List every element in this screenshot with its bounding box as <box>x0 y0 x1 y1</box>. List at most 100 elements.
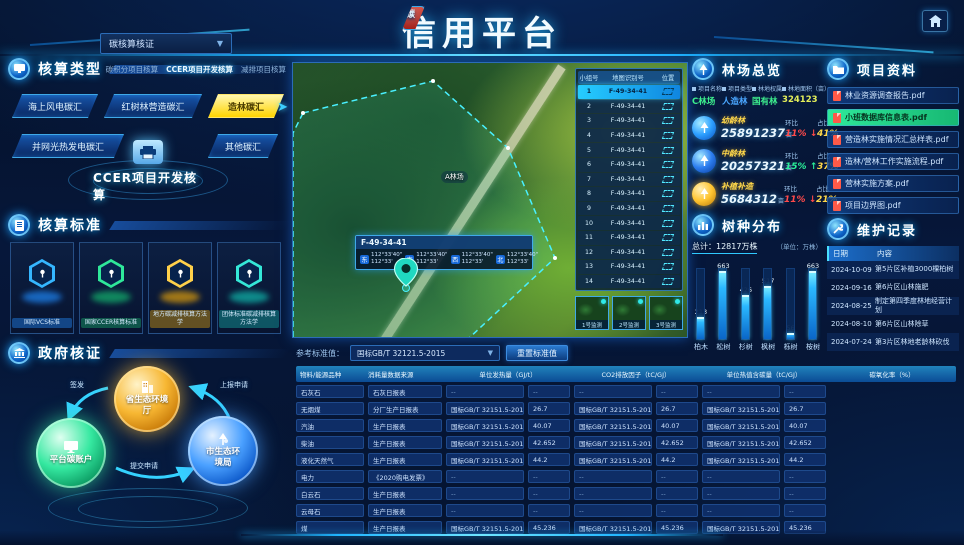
monitor-thumbnail[interactable]: 3号监测 <box>649 296 683 330</box>
plot-table-row[interactable]: 6 F-49-34-41 <box>578 157 680 172</box>
data-source: 生产日报表 <box>368 436 442 449</box>
plot-table-row[interactable]: 8 F-49-34-41 <box>578 187 680 201</box>
standard-select[interactable]: -- <box>446 504 524 517</box>
standard-select[interactable]: -- <box>446 385 524 398</box>
carbon-type-chip[interactable]: 海上风电碳汇 <box>12 94 98 118</box>
plot-location <box>656 263 680 271</box>
standard-select[interactable]: -- <box>574 504 652 517</box>
maintenance-row[interactable]: 2024-08-10 第6片区山林除草 <box>827 315 959 333</box>
reset-standard-button[interactable]: 重置标准值 <box>506 345 568 361</box>
standard-select[interactable]: 国标GB/T 32151.5-2015... <box>574 419 652 432</box>
standard-card[interactable]: 国际VCS标准 <box>10 242 74 334</box>
species-bar-track <box>763 268 773 340</box>
plot-table-row[interactable]: 1 F-49-34-41 <box>578 85 680 99</box>
carbon-type-chip[interactable]: 红树林营造碳汇 <box>104 94 202 118</box>
plot-table-row[interactable]: 11 F-49-34-41 <box>578 230 680 245</box>
standard-select[interactable]: 国标GB/T 32151.5-2015... <box>574 402 652 415</box>
node-city-env-bureau[interactable]: 市生态环境局 <box>188 416 258 486</box>
standard-select[interactable]: -- <box>574 385 652 398</box>
carbon-type-chip[interactable]: 其他碳汇 <box>208 134 278 158</box>
coord-item: 东 112°33'40" 112°33' <box>360 252 402 266</box>
col-oxidation-rate: 碳氧化率（%） <box>869 371 915 379</box>
plot-table-header: 小组号 地图识别号 位置 <box>578 71 680 84</box>
standard-card[interactable]: 团体标准碳减排核算方法学 <box>217 242 281 334</box>
standard-select[interactable]: 国标GB/T 32151.5-2015... <box>702 419 780 432</box>
document-item[interactable]: 项目边界图.pdf <box>827 197 959 214</box>
standard-select[interactable]: -- <box>702 385 780 398</box>
standard-select[interactable]: -- <box>702 504 780 517</box>
document-item[interactable]: 造林/营林工作实施流程.pdf <box>827 153 959 170</box>
node-province-env-dept[interactable]: 省生态环境厅 <box>114 366 180 432</box>
plot-location <box>656 161 680 169</box>
standard-select[interactable]: -- <box>446 470 524 483</box>
header: 碳信用平台 碳核算核证 ▼ <box>0 0 964 56</box>
bank-icon <box>8 342 30 364</box>
document-item[interactable]: 小班数据库信息表.pdf <box>827 109 959 126</box>
overview-rows: 幼龄林 25891237亩 环比 11% ↓ 占比 41% 中龄林 202573 <box>692 115 839 206</box>
standard-select[interactable]: 国标GB/T 32151.5-2015... <box>574 436 652 449</box>
document-item[interactable]: 林业资源调查报告.pdf <box>827 87 959 104</box>
plot-table-row[interactable]: 14 F-49-34-41 <box>578 274 680 289</box>
plot-table-row[interactable]: 5 F-49-34-41 <box>578 143 680 157</box>
standard-select[interactable]: -- <box>574 487 652 500</box>
panel-documents: 项目资料 林业资源调查报告.pdf 小班数据库信息表.pdf 营造林实施情况汇总… <box>827 56 959 214</box>
carbon-type-chip[interactable]: 造林碳汇 <box>208 94 284 118</box>
plot-table-row[interactable]: 12 F-49-34-41 <box>578 245 680 260</box>
carbon-type-chip[interactable]: 并网光热发电碳汇 <box>12 134 124 158</box>
arrow-label-report: 上报申请 <box>220 381 248 389</box>
standard-select[interactable]: 国标GB/T 32151.5-2015... <box>702 402 780 415</box>
maintenance-row[interactable]: 2024-10-09 第5片区补植3000棵柏树 <box>827 261 959 279</box>
standard-value: 26.7 <box>784 402 826 415</box>
plot-no: 2 <box>586 102 591 110</box>
standard-select[interactable]: 国标GB/T 32151.5-2015... <box>702 453 780 466</box>
standard-card[interactable]: 国家CCER核算标准 <box>79 242 143 334</box>
home-button[interactable] <box>922 10 948 32</box>
maintenance-date: 2024-07-24 <box>831 338 872 347</box>
monitor-thumbnail[interactable]: 2号监测 <box>612 296 646 330</box>
plot-table-row[interactable]: 4 F-49-34-41 <box>578 128 680 143</box>
map-view[interactable]: A林场 F-49-34-41 东 112°33'40"112°33' 南 112… <box>292 62 688 338</box>
standard-select[interactable]: 国标GB/T 32151.5-2015... <box>446 402 524 415</box>
standard-select[interactable]: 国标GB/T 32151.5-2015... <box>574 453 652 466</box>
printer-icon <box>133 140 163 164</box>
plot-table-row[interactable]: 2 F-49-34-41 <box>578 99 680 114</box>
thumbnail-label: 1号监测 <box>576 320 608 329</box>
plot-table-row[interactable]: 9 F-49-34-41 <box>578 201 680 216</box>
location-pin-icon[interactable] <box>393 258 419 292</box>
maintenance-rows: 2024-10-09 第5片区补植3000棵柏树 2024-09-16 第6片区… <box>827 261 959 352</box>
maintenance-row[interactable]: 2024-07-24 第3片区林地老龄林砍伐 <box>827 333 959 352</box>
accounting-type-link[interactable]: CCER项目开发核算 <box>166 65 233 74</box>
plot-table-row[interactable]: 7 F-49-34-41 <box>578 172 680 187</box>
footer-decoration <box>0 531 964 545</box>
standard-select[interactable]: 国标GB/T 32151.5-2015... <box>446 453 524 466</box>
plot-table-row[interactable]: 13 F-49-34-41 <box>578 260 680 274</box>
accounting-type-link[interactable]: 碳积分项目核算 <box>105 65 159 74</box>
ref-standard-select[interactable]: 国标GB/T 32121.5-2015 ▼ <box>350 345 500 361</box>
maintenance-row[interactable]: 2024-08-25 制定第四季度林地经营计划 <box>827 297 959 316</box>
plot-location <box>656 175 680 183</box>
standard-select[interactable]: 国标GB/T 32151.5-2015... <box>446 436 524 449</box>
standard-select[interactable]: 国标GB/T 32151.5-2015... <box>446 419 524 432</box>
maintenance-content: 第3片区林地老龄林砍伐 <box>875 337 950 346</box>
standard-select[interactable]: -- <box>702 470 780 483</box>
plot-table-row[interactable]: 3 F-49-34-41 <box>578 114 680 128</box>
maintenance-row[interactable]: 2024-09-16 第6片区山林施肥 <box>827 279 959 297</box>
standard-select[interactable]: -- <box>574 470 652 483</box>
polygon-icon <box>661 161 675 169</box>
node-platform-account[interactable]: 平台碳账户 <box>36 418 106 488</box>
panel-title: 维护记录 <box>857 223 918 239</box>
standard-select[interactable]: -- <box>702 487 780 500</box>
document-item[interactable]: 营造林实施情况汇总样表.pdf <box>827 131 959 148</box>
accounting-type-link[interactable]: 减排项目核算 <box>241 65 286 74</box>
home-icon <box>928 15 942 27</box>
document-item[interactable]: 营林实施方案.pdf <box>827 175 959 192</box>
standard-select[interactable]: 国标GB/T 32151.5-2015... <box>702 436 780 449</box>
mode-select[interactable]: 碳核算核证 ▼ <box>100 33 232 54</box>
species-bar-fill <box>697 317 704 339</box>
standard-card[interactable]: 地方碳减排核算方法学 <box>148 242 212 334</box>
direction-badge: 西 <box>450 254 460 264</box>
plot-table-row[interactable]: 10 F-49-34-41 <box>578 216 680 230</box>
monitor-thumbnail[interactable]: 1号监测 <box>575 296 609 330</box>
ccer-center[interactable]: CCER项目开发核算 <box>93 140 203 203</box>
standard-select[interactable]: -- <box>446 487 524 500</box>
